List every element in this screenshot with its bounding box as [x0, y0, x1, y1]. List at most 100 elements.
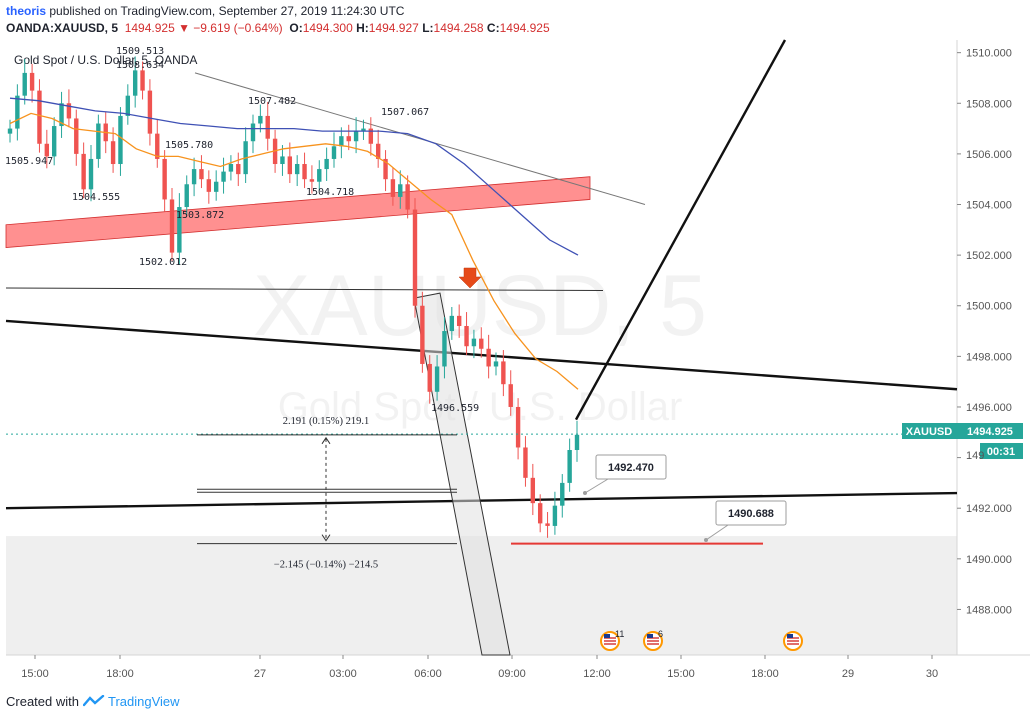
candle-body — [545, 523, 550, 526]
tradingview-logo-icon[interactable] — [82, 694, 108, 709]
countdown-label: 00:31 — [987, 446, 1015, 458]
ohlc-bar: OANDA:XAUUSD, 5 1494.925 ▼ −9.619 (−0.64… — [6, 21, 550, 35]
us-flag-canton — [647, 634, 653, 638]
ema-slow-line — [9, 97, 579, 256]
high-label: H: — [356, 21, 369, 35]
candle-body — [147, 90, 153, 134]
candle-body — [66, 103, 72, 119]
candle-body — [37, 90, 42, 144]
candle-body — [420, 305, 425, 364]
candle-body — [7, 128, 13, 134]
candle-body — [560, 482, 565, 506]
candle-body — [434, 366, 440, 392]
resistance-zone — [5, 176, 591, 248]
price-tag — [957, 423, 1023, 439]
candle-body — [361, 128, 366, 132]
candle-body — [324, 158, 329, 170]
price-tick-label: 1492.000 — [966, 503, 1012, 515]
low-value: 1494.258 — [433, 21, 484, 35]
high-value: 1494.927 — [368, 21, 419, 35]
candle-body — [236, 164, 241, 175]
candle-body — [530, 477, 536, 504]
candle-body — [464, 325, 469, 347]
candle-body — [59, 103, 64, 127]
candle-body — [479, 338, 484, 349]
publish-info: theoris published on TradingView.com, Se… — [6, 4, 404, 18]
candle-body — [155, 133, 160, 159]
candle-body — [501, 361, 506, 385]
price-tick-label: 1506.000 — [966, 149, 1012, 161]
close-value: 1494.925 — [499, 21, 550, 35]
candle-body — [265, 115, 270, 139]
price-label: 1507.482 — [248, 96, 296, 107]
candle-body — [552, 505, 558, 526]
author-name[interactable]: theoris — [6, 4, 47, 18]
us-flag-icon[interactable] — [783, 631, 803, 651]
price-label: 1502.012 — [139, 257, 187, 268]
us-flag-canton — [787, 634, 793, 638]
time-tick-label: 15:00 — [21, 668, 49, 680]
candle-body — [486, 348, 491, 367]
price-tick-label: 1502.000 — [966, 250, 1012, 262]
candle-body — [398, 184, 403, 197]
lower-channel-line — [5, 491, 958, 510]
ema-fast-line — [9, 112, 579, 390]
time-tick-label: 09:00 — [498, 668, 526, 680]
candle-body — [523, 447, 528, 478]
price-label: 1505.780 — [165, 140, 213, 151]
symbol-tag — [902, 423, 957, 439]
us-flag-canton — [604, 634, 610, 638]
candle-body — [346, 136, 351, 142]
candle-body — [199, 169, 204, 180]
candle-body — [191, 169, 197, 185]
price-tick-label-partial: 149 — [966, 450, 984, 462]
candle-body — [221, 171, 226, 182]
callout-1492-anchor — [583, 491, 587, 495]
chart-title: Gold Spot / U.S. Dollar, 5, OANDA — [14, 53, 197, 67]
tradingview-brand[interactable]: TradingView — [108, 694, 180, 709]
candle-body — [567, 450, 572, 483]
candle-body — [412, 209, 418, 306]
time-tick-label: 18:00 — [751, 668, 779, 680]
price-tick-label: 1490.000 — [966, 554, 1012, 566]
candle-body — [471, 338, 477, 347]
candle-body — [228, 164, 234, 172]
candle-body — [574, 434, 580, 450]
candle-body — [294, 164, 300, 175]
us-flag-icon[interactable] — [600, 631, 620, 651]
callout-1492-box — [595, 454, 667, 480]
price-tick-label: 1500.000 — [966, 301, 1012, 313]
price-label: 1505.947 — [5, 156, 53, 167]
candle-body — [405, 184, 410, 210]
price-label: 1509.513 — [116, 46, 164, 57]
open-value: 1494.300 — [302, 21, 353, 35]
price-tick-label: 1510.000 — [966, 48, 1012, 60]
candle-body — [177, 207, 182, 253]
candle-body — [383, 158, 388, 180]
candle-body — [287, 156, 293, 175]
us-flag-icon[interactable] — [643, 631, 663, 651]
candle-body — [125, 95, 131, 116]
event-count: 11 — [615, 629, 624, 639]
sell-arrow-icon — [458, 267, 482, 289]
callout-1490-box — [715, 500, 787, 526]
price-change: 1494.925 ▼ −9.619 (−0.64%) — [124, 21, 283, 35]
candle-body — [81, 153, 86, 190]
candle-body — [184, 184, 189, 208]
candle-body — [537, 503, 543, 524]
candle-body — [427, 363, 432, 392]
candle-body — [74, 118, 79, 154]
time-tick-label: 06:00 — [414, 668, 442, 680]
measure-up-label: 2.191 (0.15%) 219.1 — [283, 416, 370, 427]
candle-body — [493, 361, 499, 367]
candles-group — [7, 56, 580, 538]
price-label: 1508.634 — [116, 60, 164, 71]
time-tick-label: 15:00 — [667, 668, 695, 680]
price-tick-label: 1504.000 — [966, 200, 1012, 212]
time-tick-label: 12:00 — [583, 668, 611, 680]
candle-body — [368, 128, 374, 144]
candle-body — [132, 70, 138, 96]
time-tick-label: 27 — [254, 668, 266, 680]
time-tick-label: 18:00 — [106, 668, 134, 680]
